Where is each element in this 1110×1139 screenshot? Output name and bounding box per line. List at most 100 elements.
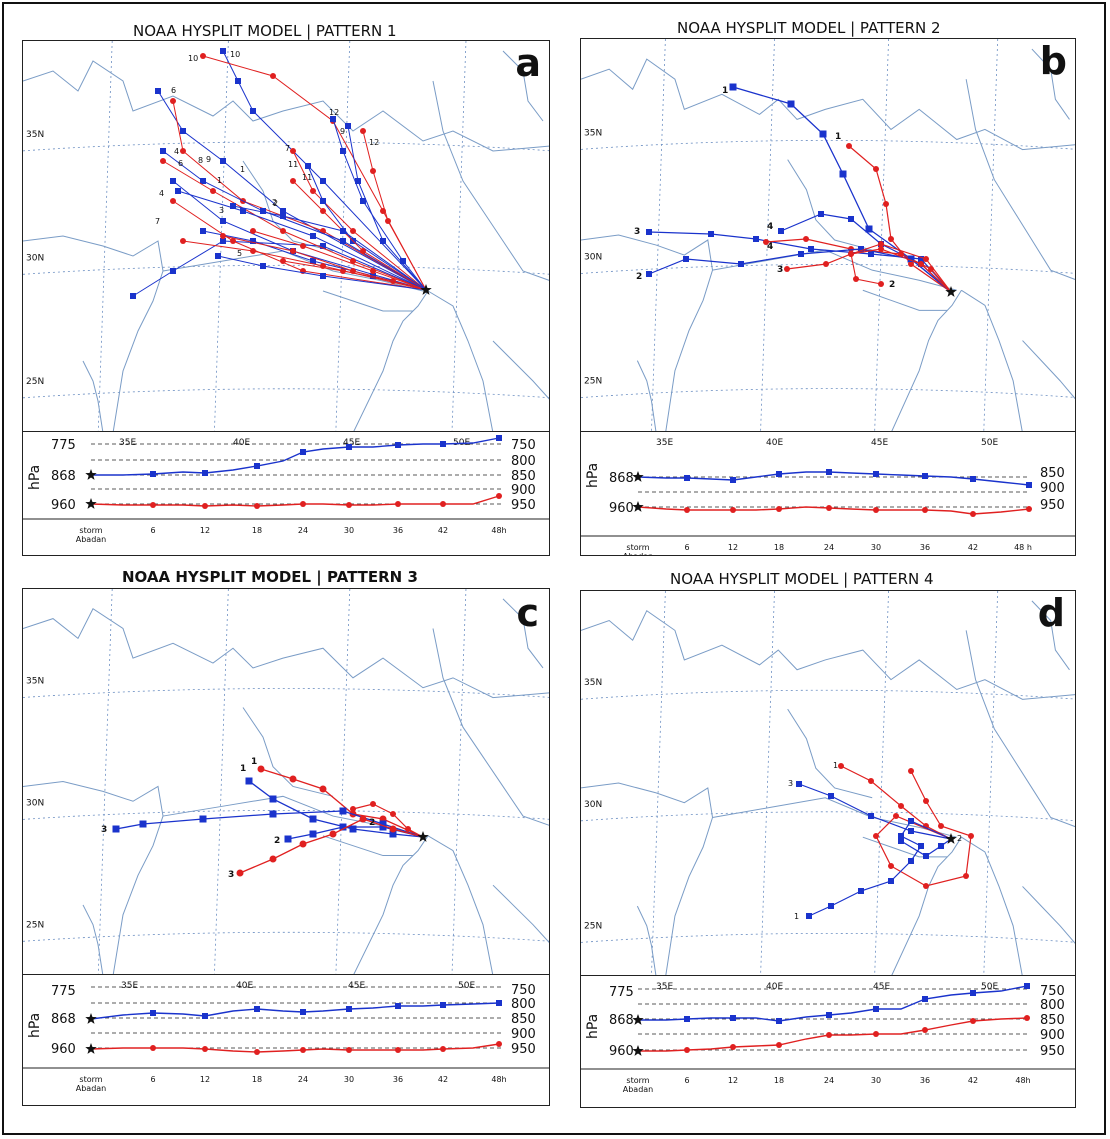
longitude-label: 40E: [233, 438, 250, 448]
longitude-gridline: [983, 39, 999, 431]
longitude-gridline: [335, 41, 351, 431]
panel-d-map: 35N 30N 25N 1 3 2 1 d: [580, 590, 1076, 976]
trajectory-point: [170, 198, 176, 204]
profile-point: [776, 1018, 782, 1024]
trajectory-point: [803, 236, 809, 242]
trajectory-label: 7: [285, 144, 290, 153]
trajectory-point: [823, 261, 829, 267]
panel-d-map-svg: 35N 30N 25N 1 3 2 1: [581, 591, 1075, 975]
pressure-right-label: 750: [1040, 984, 1065, 999]
profile-point: [300, 1009, 306, 1015]
trajectory-point: [320, 208, 326, 214]
time-tick-label: Abadan: [76, 1084, 107, 1093]
coastline-caspian: [502, 50, 544, 122]
trajectory-point: [200, 178, 206, 184]
unit-label: hPa: [27, 465, 43, 490]
profile-point: [150, 502, 156, 508]
panel-d-letter: d: [1037, 591, 1065, 635]
panel-d: 35N 30N 25N 1 3 2 1 d 35E 40E 45E 50E 775 868 960 750…: [580, 590, 1076, 1108]
time-tick-label: storm: [79, 1075, 102, 1084]
trajectory-point: [878, 241, 884, 247]
trajectory-point: [300, 243, 306, 249]
profile-point: [730, 1044, 736, 1050]
trajectory-point: [299, 840, 307, 848]
profile-point: [1026, 506, 1032, 512]
trajectory-point: [938, 843, 944, 849]
border-syria-iraq: [787, 708, 873, 799]
trajectory-line: [347, 125, 427, 291]
panel-c-map: 35N 30N 25N 1 1 3 2 2 3 c: [22, 588, 550, 975]
trajectory-label: 3: [634, 227, 640, 237]
longitude-gridline: [874, 591, 889, 975]
profile-point: [440, 1046, 446, 1052]
coastline-east: [492, 884, 549, 943]
border-iran: [965, 630, 1075, 828]
trajectory-label: 12: [369, 138, 379, 147]
trajectory-point: [390, 811, 396, 817]
trajectory-point: [385, 218, 391, 224]
trajectory-point: [269, 795, 277, 803]
trajectory-point: [350, 806, 356, 812]
coastline-gulf-west: [353, 835, 429, 974]
coastline-north: [23, 60, 549, 152]
panel-b-title: NOAA HYSPLIT MODEL | PATTERN 2: [677, 19, 941, 37]
longitude-label: 35E: [119, 438, 136, 448]
profile-point: [826, 469, 832, 475]
profile-point: [1024, 1015, 1030, 1021]
longitude-label: 45E: [348, 981, 365, 991]
trajectory-point: [310, 233, 316, 239]
trajectory-point: [200, 53, 206, 59]
latitude-gridline: [581, 933, 1075, 943]
longitude-label: 50E: [458, 981, 475, 991]
trajectory-point: [180, 128, 186, 134]
latitude-gridline: [581, 264, 1075, 274]
trajectory-point: [160, 148, 166, 154]
trajectory-label: 2: [273, 199, 278, 208]
trajectory-point: [898, 838, 904, 844]
latitude-gridline: [581, 388, 1075, 398]
trajectory-point: [310, 188, 316, 194]
trajectory-point: [236, 869, 244, 877]
longitude-gridline: [651, 591, 666, 975]
profile-point: [496, 493, 502, 499]
time-tick-label: Abadan: [623, 1085, 654, 1094]
trajectory-point: [848, 216, 854, 222]
profile-point: [684, 475, 690, 481]
border-syria-iraq: [242, 707, 334, 797]
time-tick-label: 18: [252, 1075, 262, 1084]
trajectory-point: [878, 246, 884, 252]
trajectory-point: [339, 807, 347, 815]
time-tick-label: 24: [824, 1076, 834, 1085]
trajectory-point: [280, 258, 286, 264]
trajectory-point: [260, 208, 266, 214]
longitude-label: 50E: [981, 982, 998, 992]
profile-point: [730, 1015, 736, 1021]
profile-point: [496, 1000, 502, 1006]
time-tick-label: 48h: [491, 1075, 506, 1084]
trajectory-point: [938, 823, 944, 829]
trajectory-point: [340, 228, 346, 234]
profile-point: [922, 1027, 928, 1033]
time-tick-label: 42: [438, 1075, 448, 1084]
trajectory-point: [280, 228, 286, 234]
trajectory-point: [968, 833, 974, 839]
profile-point: [150, 471, 156, 477]
trajectory-point: [170, 178, 176, 184]
trajectory-point: [380, 238, 386, 244]
trajectory-line: [177, 190, 427, 291]
profile-point: [202, 1046, 208, 1052]
trajectory-point: [220, 48, 226, 54]
pressure-right-label: 900: [511, 483, 536, 498]
trajectory-point: [858, 888, 864, 894]
trajectory-point: [139, 820, 147, 828]
trajectory-point: [250, 108, 256, 114]
panel-c-letter: c: [516, 591, 539, 635]
trajectory-label: 6: [171, 86, 176, 95]
profile-point: [776, 506, 782, 512]
time-tick-label: 18: [774, 543, 784, 552]
trajectory-point: [305, 163, 311, 169]
trajectory-point: [290, 248, 296, 254]
